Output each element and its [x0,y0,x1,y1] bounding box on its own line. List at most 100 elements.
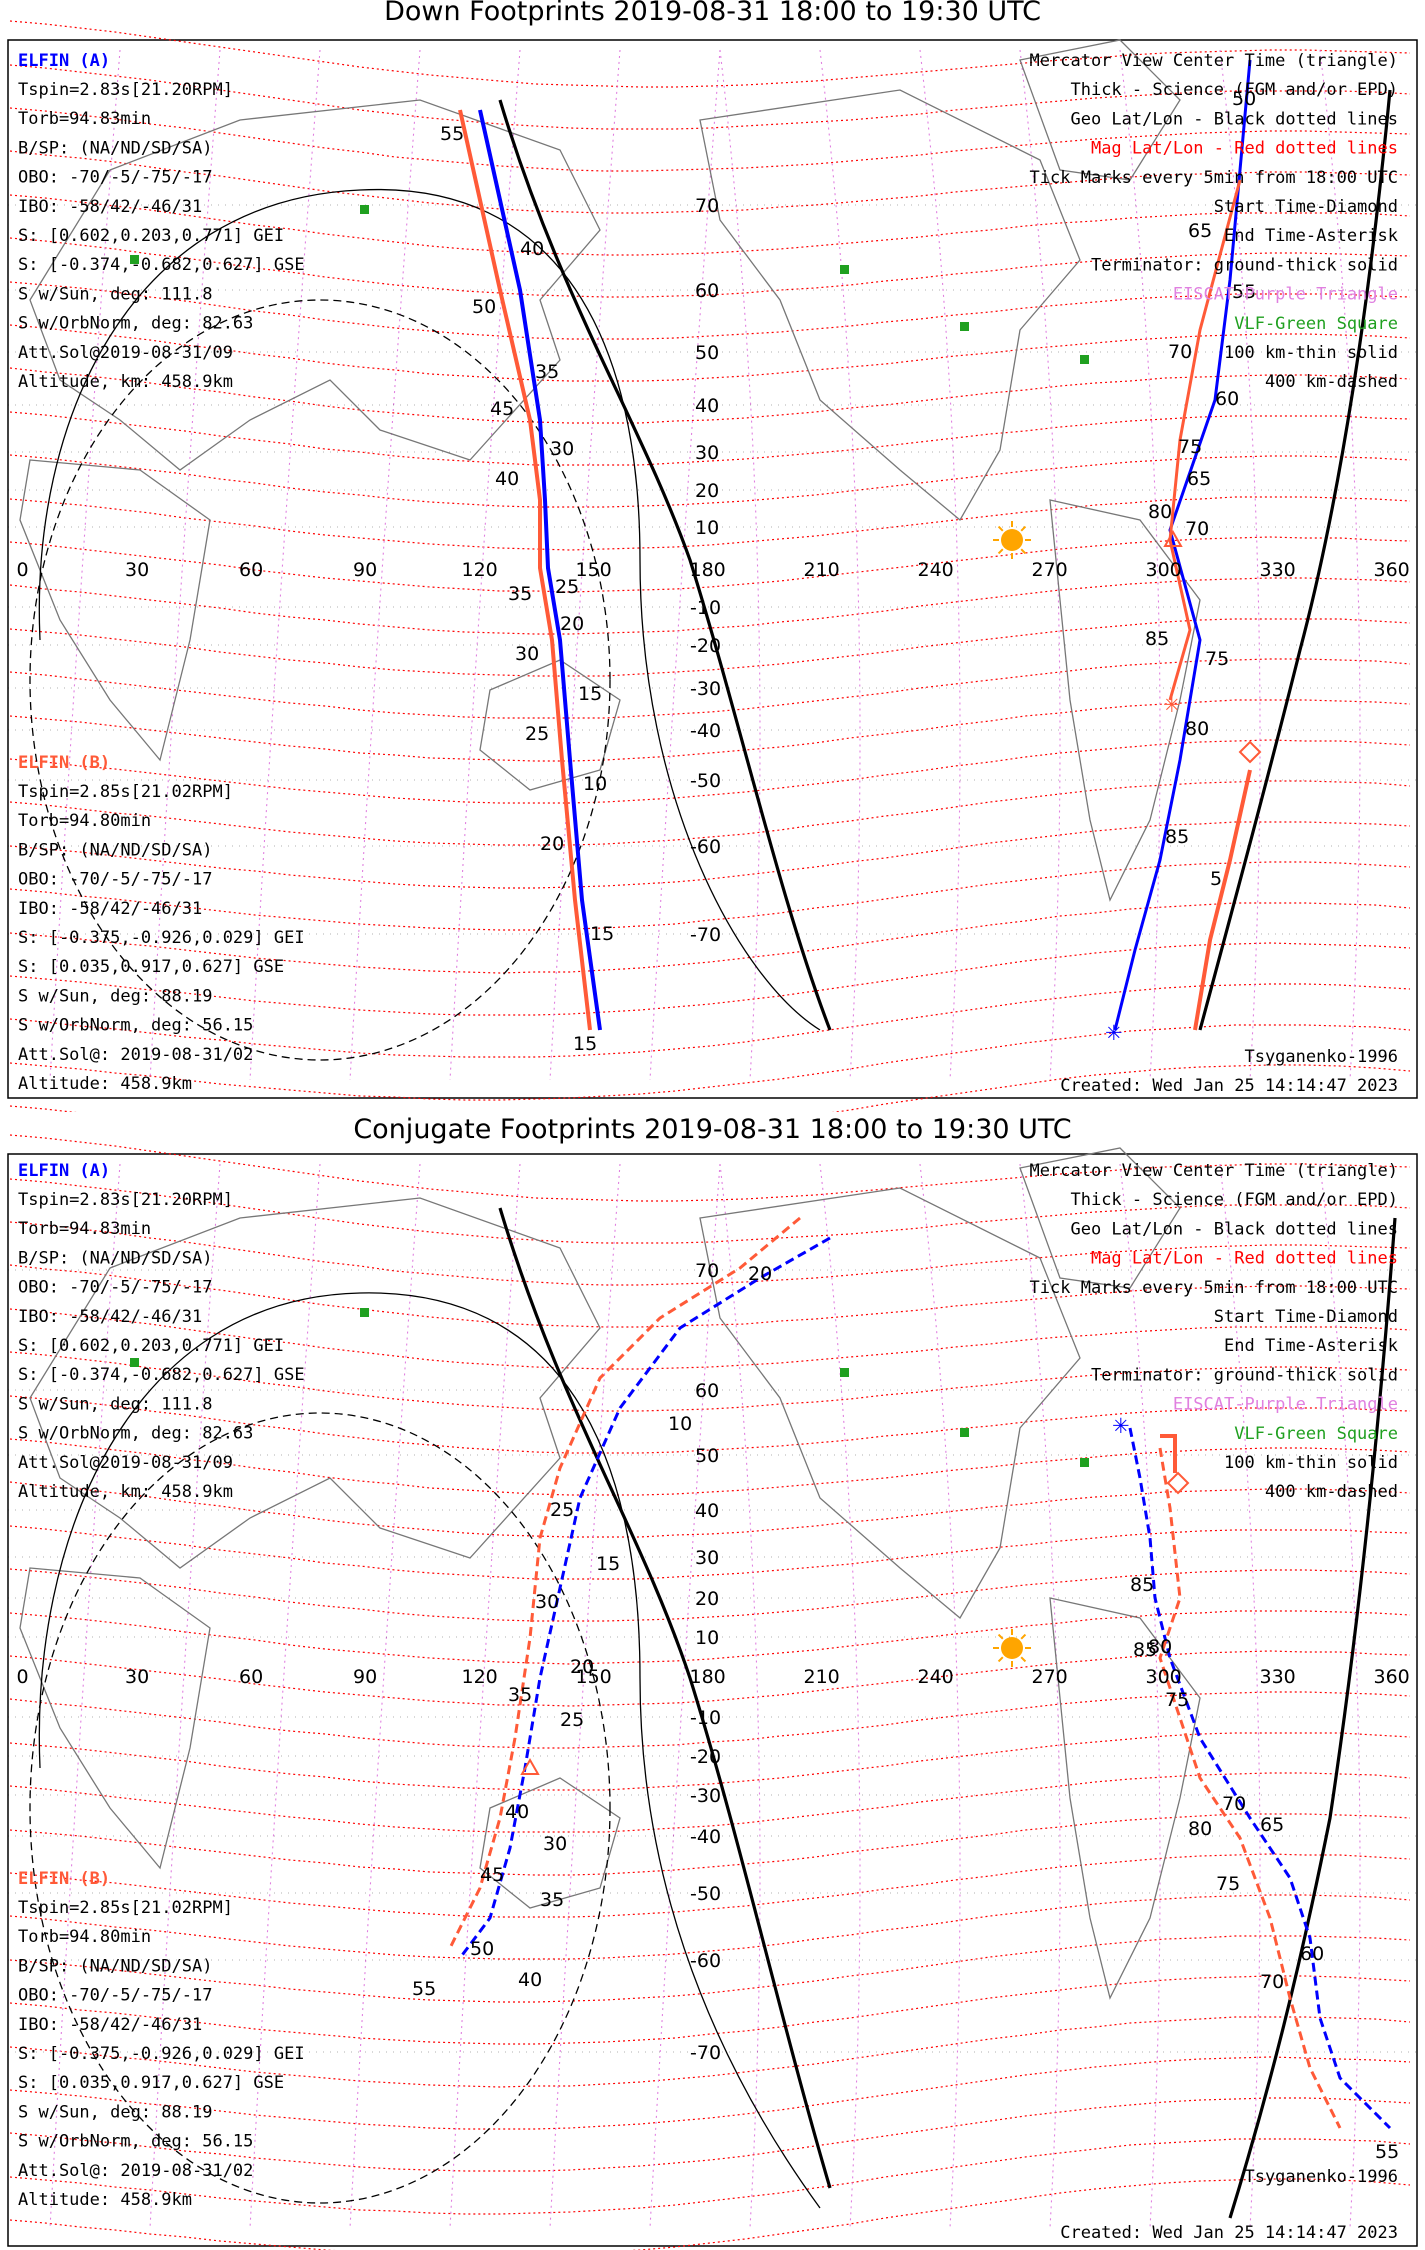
sun-ray [1020,525,1027,532]
mag-lat-line [9,1264,1411,1328]
elfin-a-tick: 15 [590,923,614,945]
elfin-b-line: S w/OrbNorm, deg: 56.15 [18,2132,253,2152]
elfin-a-name: ELFIN (A) [18,51,110,71]
mag-lon-line [1019,49,1061,1081]
mag-lat-line [9,1395,1411,1454]
lat-label: -40 [690,1826,721,1848]
terminator-thick [1198,89,1392,1031]
legend-line: EISCAT-Purple Triangle [1173,285,1398,305]
mag-lat-line [9,1772,1411,1833]
legend-line: Start Time-Diamond [1214,197,1398,217]
elfin-a-tick: 35 [535,361,559,383]
elfin-a-tick: 85 [1165,826,1189,848]
elfin-b-tick: 35 [508,1684,532,1706]
mag-lat-line [9,699,1411,762]
elfin-b-tick: 45 [480,1864,504,1886]
map-axis-labels: 0 30 60 90 120 150 180 210 240 270 300 330 360 70 60 50… [17,195,1410,946]
mag-lat-line [9,1975,1411,2045]
coastline [1049,499,1201,902]
sun-ray [997,1633,1004,1640]
lat-label: -30 [690,678,721,700]
legend-line: Mercator View Center Time (triangle) [1030,1161,1398,1181]
elfin-b-tick: 85 [1145,628,1169,650]
legend-line: Geo Lat/Lon - Black dotted lines [1070,109,1398,129]
elfin-a-tick: 80 [1185,718,1209,740]
elfin-a-tick: 65 [1260,1814,1284,1836]
elfin-b-track [448,1216,801,1949]
elfin-a-tick: 75 [1205,648,1229,670]
elfin-b-line: B/SP: (NA/ND/SD/SA) [18,840,212,860]
terminator-thick [1228,1217,1397,2219]
elfin-b-tick: 55 [412,1978,436,2000]
mag-lat-line [9,1610,1411,1665]
coastline [1019,1147,1181,1289]
coastline [19,1567,211,1870]
lat-label: 20 [695,480,719,502]
mag-lat-line [9,411,1411,466]
elfin-a-tick: 20 [570,1656,594,1678]
mag-lon-line [49,1163,121,2229]
legend-line: 400 km-dashed [1265,372,1398,392]
legend-line: Mag Lat/Lon - Red dotted lines [1091,139,1398,159]
elfin-a-line: Tspin=2.83s[21.20RPM] [18,80,233,100]
sun-ray [997,548,1004,555]
elfin-a-line: Att.Sol@2019-08-31/09 [18,1453,233,1473]
elfin-a-tick: 85 [1130,1574,1154,1596]
map-frame [7,39,1418,1099]
elfin-a-tick: 70 [1222,1793,1246,1815]
mag-lon-line [719,49,761,1081]
elfin-a-tick: 80 [1148,1636,1172,1658]
elfin-a-line: B/SP: (NA/ND/SD/SA) [18,138,212,158]
lat-label: 60 [695,1380,719,1402]
coastline [29,99,601,471]
mag-lat-line [9,1813,1411,1876]
info-text: ELFIN (A) Tspin=2.83s[21.20RPM] Torb=94.83… [18,51,1398,1096]
mag-lat-line [9,1178,1411,1244]
elfin-a-tick: 10 [668,1413,692,1435]
coastline [479,1777,621,1909]
elfin-b-tick: 30 [535,1591,559,1613]
elfin-b-tick: 25 [525,723,549,745]
lat-label: -20 [690,635,721,657]
mag-lat-line [9,1221,1411,1286]
mag-lon-line [719,1163,761,2229]
end-asterisk: ✳ [1112,1414,1130,1438]
legend-line: Tick Marks every 5min from 18:00 UTC [1030,1278,1398,1298]
satellite-tracks: ✳ [130,1216,1392,2130]
elfin-b-line: Att.Sol@: 2019-08-31/02 [18,2161,253,2181]
lon-label: 60 [239,1666,263,1688]
mag-lat-line [9,194,1411,256]
conjugate-footprints-panel: Conjugate Footprints 2019-08-31 18:00 to… [0,1114,1425,2250]
elfin-b-tick: 80 [1148,501,1172,523]
lat-label: -60 [690,836,721,858]
mag-lat-line [9,861,1411,931]
lat-label: -20 [690,1746,721,1768]
mag-lon-line [919,49,961,1081]
legend-line: 100 km-thin solid [1224,1453,1398,1473]
vlf-station-square [840,1368,849,1377]
vlf-station-square [1080,1458,1089,1467]
elfin-b-line: Tspin=2.85s[21.02RPM] [18,782,233,802]
elfin-a-tick: 20 [560,613,584,635]
lat-label: -10 [690,597,721,619]
elfin-a-tick: 40 [520,238,544,260]
lon-label: 180 [690,559,726,581]
mag-lon-line [819,49,861,1081]
mag-lon-line [149,1163,221,2229]
elfin-a-name: ELFIN (A) [18,1161,110,1181]
legend-line: VLF-Green Square [1234,314,1398,334]
lat-label: -30 [690,1785,721,1807]
elfin-a-track [1113,59,1252,1031]
mag-lon-line [919,1163,961,2229]
elfin-b-tick: 40 [505,1801,529,1823]
elfin-a-line: Att.Sol@2019-08-31/09 [18,343,233,363]
down-footprints-panel: Down Footprints 2019-08-31 18:00 to 19:3… [0,0,1425,1112]
elfin-b-line: S: [-0.375,-0.926,0.029] GEI [18,928,305,948]
legend-line: Mag Lat/Lon - Red dotted lines [1091,1249,1398,1269]
elfin-b-line: Torb=94.80min [18,1927,151,1947]
lon-label: 240 [918,1666,954,1688]
map-axis-labels: 0 30 60 90 120 150 180 210 240 270 300 330 360 70 60 50… [17,1260,1410,2064]
coastline [19,459,211,762]
mag-lon-line [249,49,321,1081]
elfin-a-line: Altitude, km: 458.9km [18,1482,233,1502]
